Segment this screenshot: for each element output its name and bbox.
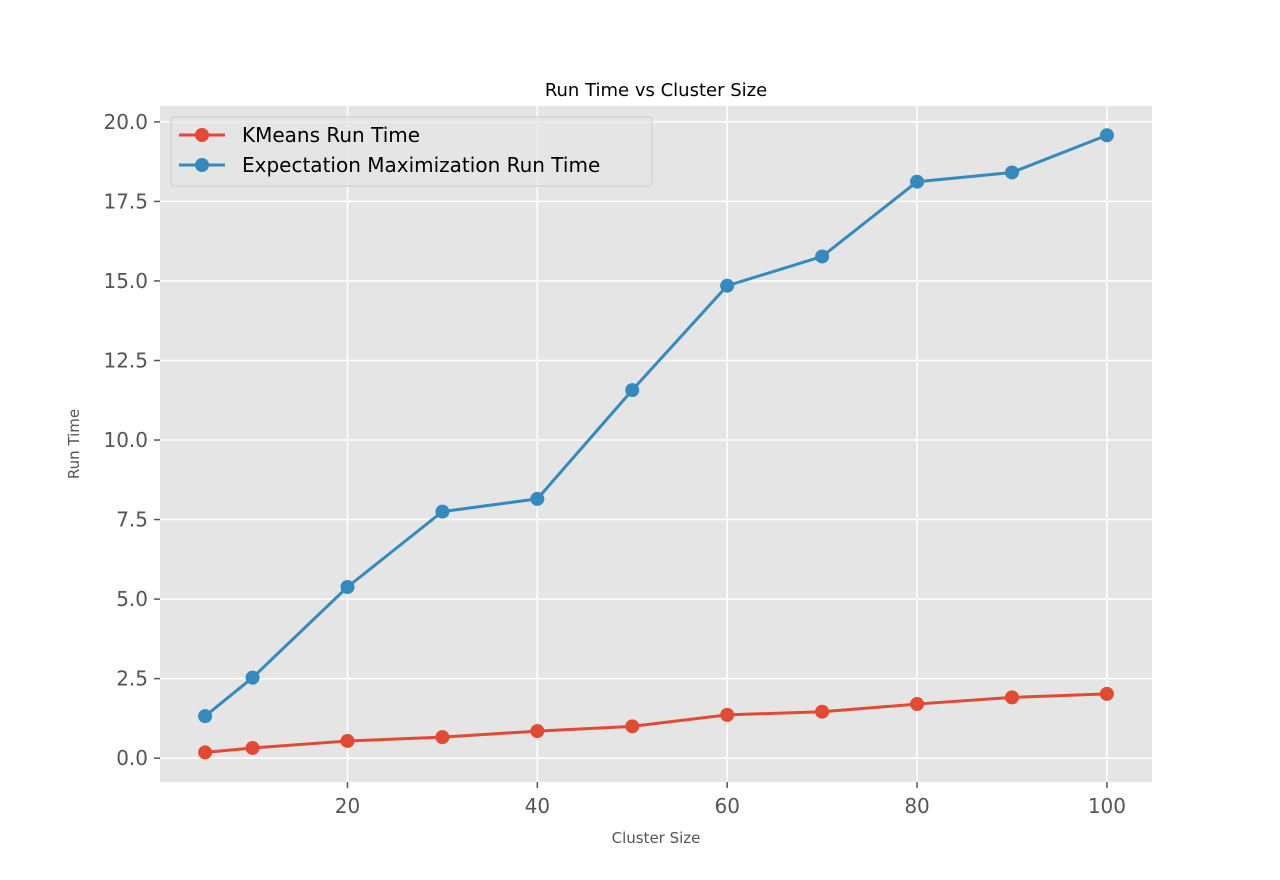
data-point [625, 383, 640, 398]
data-point [530, 491, 545, 506]
y-tick-label: 20.0 [103, 110, 148, 134]
plot-background [160, 106, 1152, 782]
y-tick-label: 15.0 [103, 269, 148, 293]
legend-marker-kmeans [195, 128, 209, 142]
data-point [340, 733, 355, 748]
y-tick-label: 0.0 [116, 746, 148, 770]
data-point [1004, 690, 1019, 705]
x-tick-label: 100 [1088, 794, 1126, 818]
legend-label-em: Expectation Maximization Run Time [242, 153, 600, 177]
legend-marker-em [195, 158, 209, 172]
y-tick-label: 17.5 [103, 189, 148, 213]
y-tick-label: 7.5 [116, 508, 148, 532]
y-tick-label: 5.0 [116, 587, 148, 611]
data-point [340, 579, 355, 594]
y-tick-label: 12.5 [103, 348, 148, 372]
data-point [1099, 128, 1114, 143]
data-point [910, 697, 925, 712]
data-point [245, 740, 260, 755]
data-series [198, 128, 1114, 760]
data-point [910, 174, 925, 189]
data-point [720, 278, 735, 293]
series-em [198, 128, 1114, 724]
legend-label-kmeans: KMeans Run Time [242, 123, 420, 147]
x-axis-label: Cluster Size [612, 829, 701, 847]
data-point [720, 707, 735, 722]
legend: KMeans Run Time Expectation Maximization… [170, 116, 653, 187]
data-point [530, 724, 545, 739]
data-point [435, 504, 450, 519]
y-axis-label: Run Time [65, 409, 83, 479]
data-point [198, 745, 213, 760]
x-tick-label: 80 [904, 794, 929, 818]
axis-ticks: 0.0 2.5 5.0 7.5 10.0 12.5 15.0 17.5 20.0 20 40 60 80… [103, 110, 1126, 818]
legend-box [170, 116, 653, 187]
x-tick-label: 40 [525, 794, 550, 818]
data-point [1004, 165, 1019, 180]
data-point [815, 704, 830, 719]
data-point [435, 730, 450, 745]
y-tick-label: 2.5 [116, 667, 148, 691]
data-point [198, 709, 213, 724]
y-tick-label: 10.0 [103, 428, 148, 452]
x-tick-label: 60 [714, 794, 739, 818]
chart-title: Run Time vs Cluster Size [545, 80, 767, 101]
x-tick-label: 20 [335, 794, 360, 818]
series-kmeans [198, 686, 1114, 760]
data-point [1099, 686, 1114, 701]
data-point [245, 670, 260, 685]
gridlines [160, 106, 1152, 782]
data-point [625, 719, 640, 734]
data-point [815, 249, 830, 264]
